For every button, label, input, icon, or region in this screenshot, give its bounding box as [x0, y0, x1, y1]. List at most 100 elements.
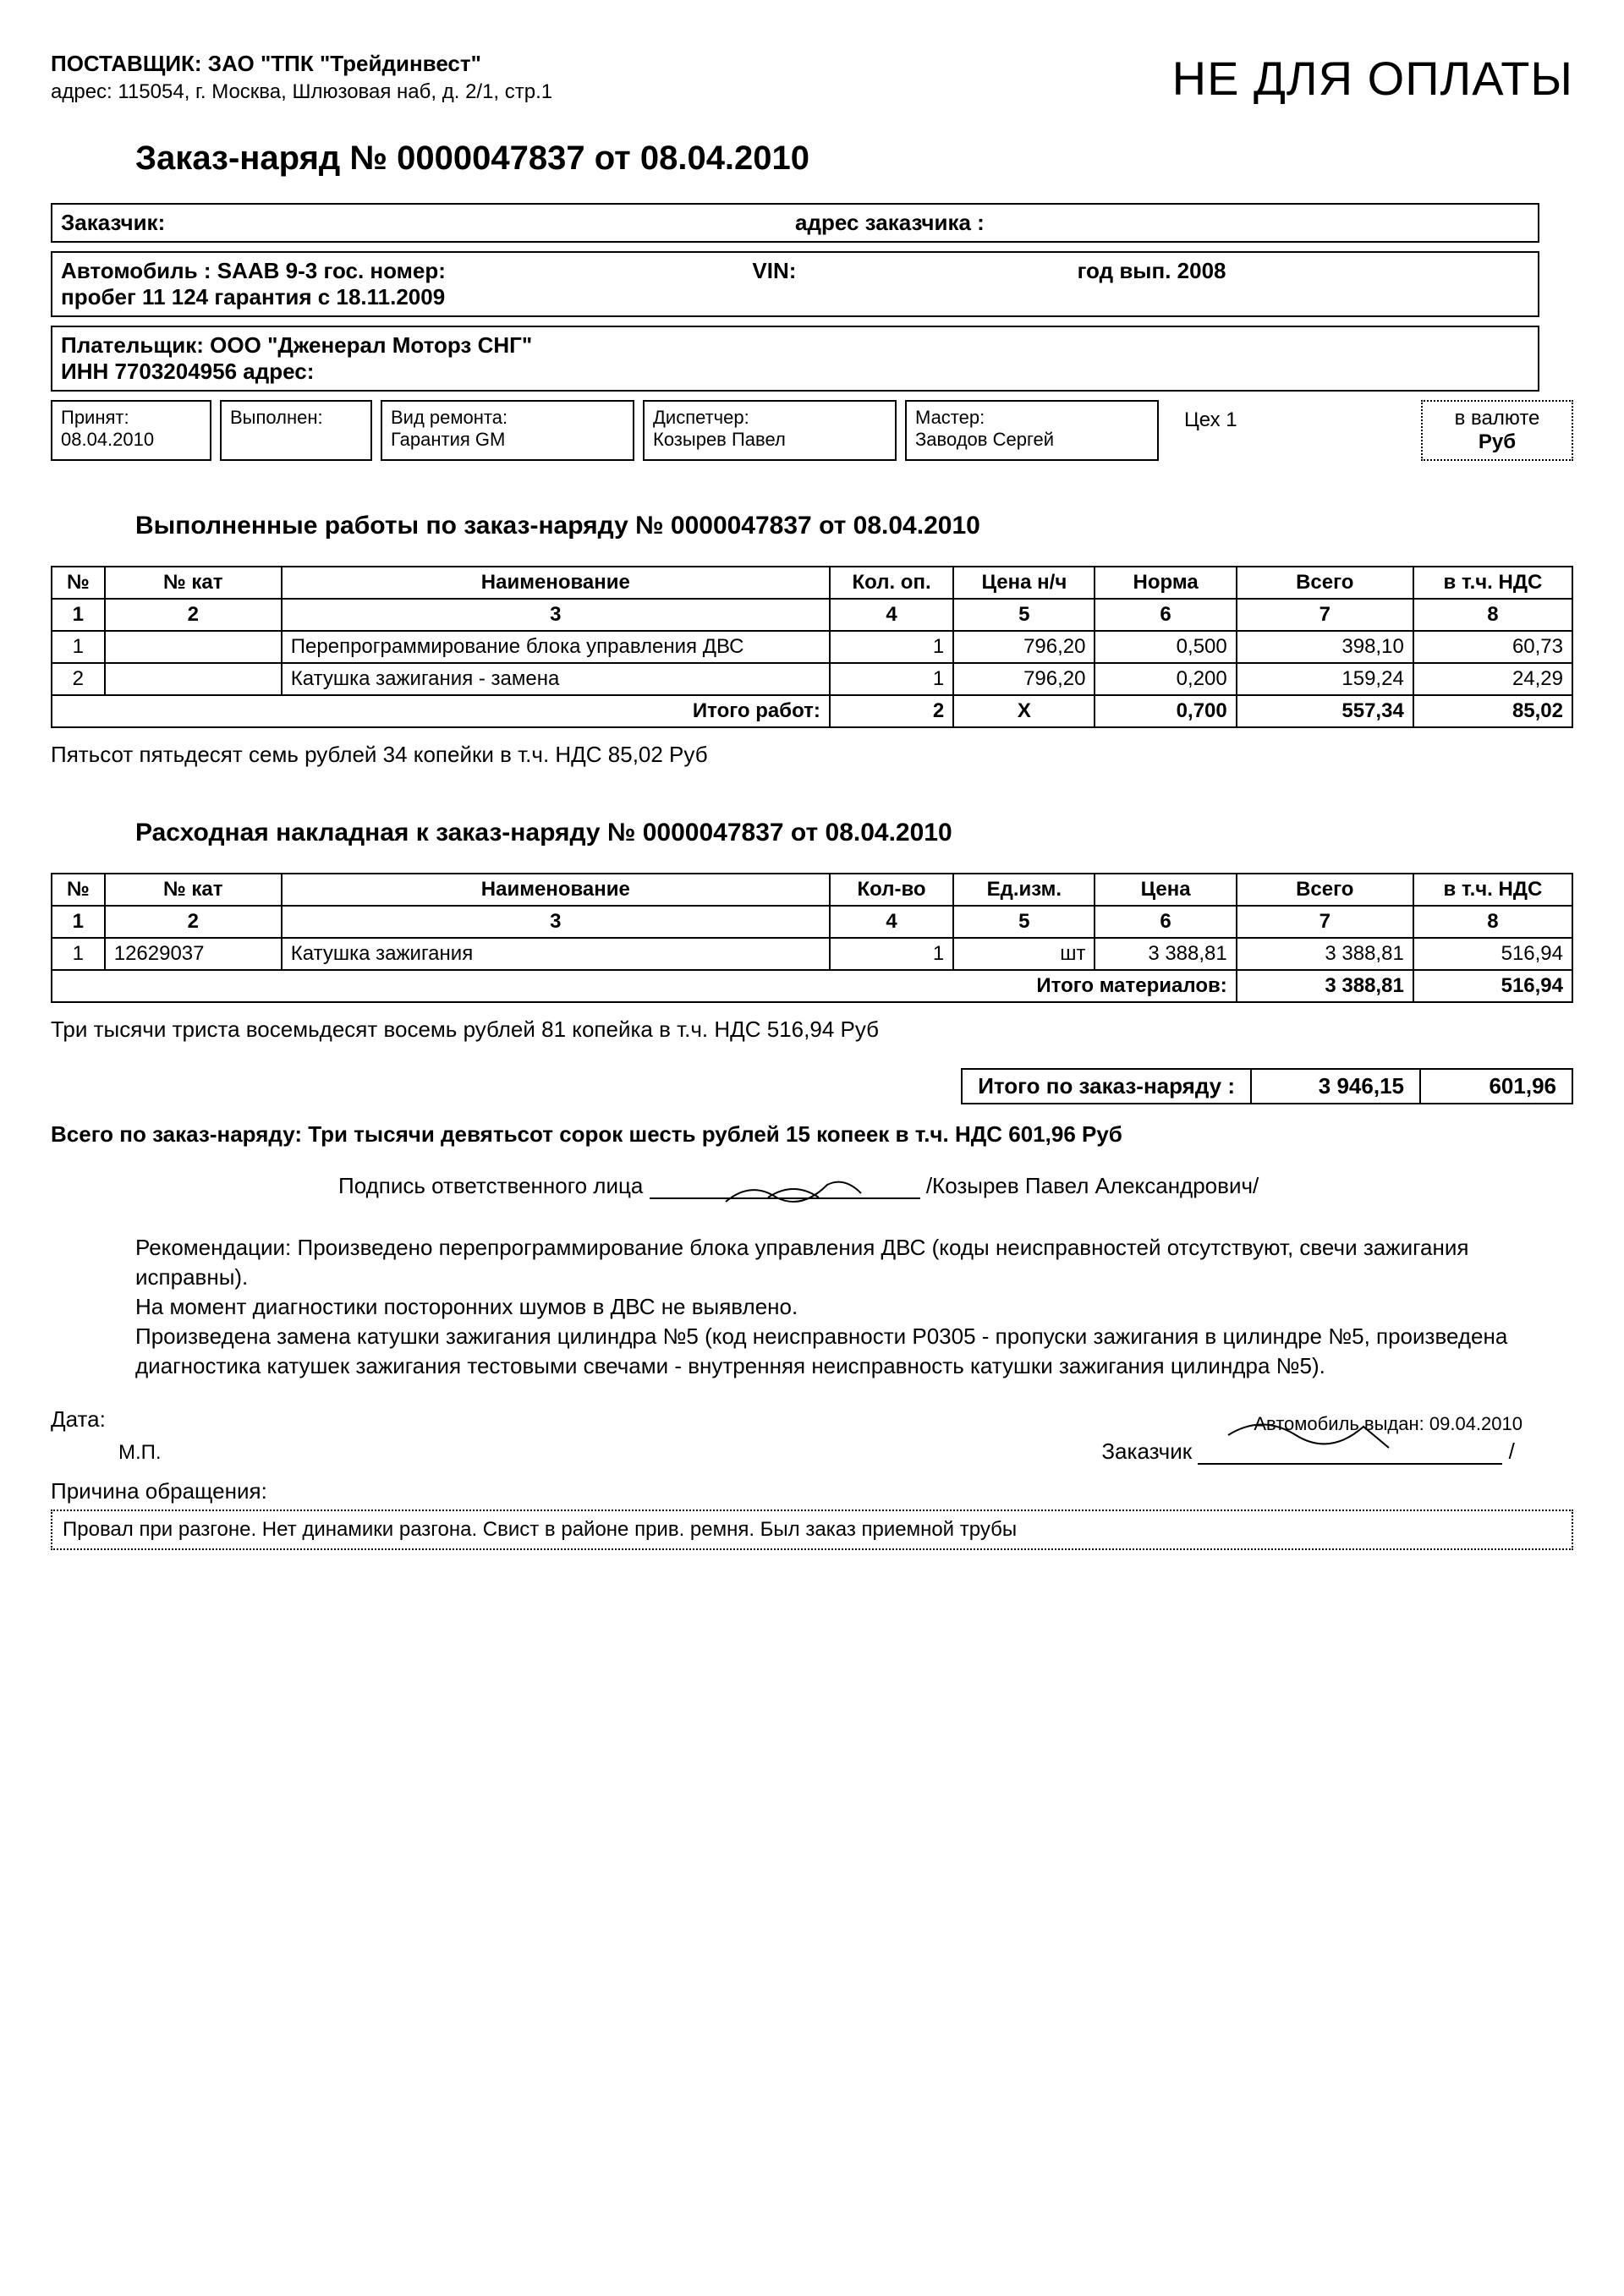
mp-label: М.П.: [118, 1441, 162, 1465]
supplier-label: ПОСТАВЩИК:: [51, 51, 202, 76]
materials-table: №№ катНаименованиеКол-воЕд.изм.ЦенаВсего…: [51, 873, 1573, 1003]
accepted-label: Принят:: [61, 407, 201, 429]
materials-title: Расходная накладная к заказ-наряду № 000…: [135, 819, 1573, 847]
works-header-cell: № кат: [105, 567, 282, 599]
date-label: Дата:: [51, 1406, 162, 1433]
works-header-cell: Цена н/ч: [953, 567, 1095, 599]
vehicle-box: Автомобиль : SAAB 9-3 гос. номер: VIN: г…: [51, 251, 1539, 317]
materials-total-cell: 3 388,81: [1237, 970, 1413, 1002]
supplier-address: адрес: 115054, г. Москва, Шлюзовая наб, …: [51, 80, 552, 104]
done-cell: Выполнен:: [220, 400, 372, 461]
grand-vat-value: 601,96: [1420, 1069, 1572, 1104]
signature-icon: [717, 1172, 870, 1214]
materials-amount-words: Три тысячи триста восемьдесят восемь руб…: [51, 1016, 1573, 1043]
not-for-payment-watermark: НЕ ДЛЯ ОПЛАТЫ: [1172, 51, 1573, 106]
works-header-cell: Норма: [1095, 567, 1236, 599]
works-cell: 159,24: [1237, 663, 1413, 695]
supplier-name: ЗАО "ТПК "Трейдинвест": [208, 51, 481, 76]
works-cell: 60,73: [1413, 631, 1572, 663]
dispatcher-cell: Диспетчер: Козырев Павел: [643, 400, 897, 461]
vehicle-mileage: пробег 11 124 гарантия с 18.11.2009: [61, 284, 1529, 310]
colnum-cell: 7: [1237, 599, 1413, 631]
repair-value: Гарантия GM: [391, 429, 624, 451]
recs-text2: На момент диагностики посторонних шумов …: [135, 1294, 798, 1319]
colnum-cell: 8: [1413, 906, 1572, 938]
footer-row: Дата: М.П. Автомобиль выдан: 09.04.2010 …: [51, 1406, 1522, 1465]
colnum-cell: 3: [282, 906, 830, 938]
works-total-cell: X: [953, 695, 1095, 727]
works-cell: 1: [830, 663, 953, 695]
works-cell: 0,200: [1095, 663, 1236, 695]
works-table: №№ катНаименованиеКол. оп.Цена н/чНормаВ…: [51, 566, 1573, 728]
recs-text1: Произведено перепрограммирование блока у…: [135, 1235, 1468, 1290]
materials-cell: 1: [830, 938, 953, 970]
works-cell: 1: [52, 631, 105, 663]
materials-header-cell: в т.ч. НДС: [1413, 874, 1572, 906]
materials-cell: 1: [52, 938, 105, 970]
colnum-cell: 4: [830, 906, 953, 938]
works-cell: 398,10: [1237, 631, 1413, 663]
materials-total-label: Итого материалов:: [52, 970, 1237, 1002]
works-header-cell: Кол. оп.: [830, 567, 953, 599]
materials-cell: шт: [953, 938, 1095, 970]
supplier-address-label: адрес:: [51, 80, 112, 103]
works-header-cell: Всего: [1237, 567, 1413, 599]
works-total-cell: 0,700: [1095, 695, 1236, 727]
works-total-cell: 85,02: [1413, 695, 1572, 727]
payer-box: Плательщик: ООО "Дженерал Моторз СНГ" ИН…: [51, 326, 1539, 392]
accepted-cell: Принят: 08.04.2010: [51, 400, 211, 461]
works-total-cell: 2: [830, 695, 953, 727]
works-total-label: Итого работ:: [52, 695, 830, 727]
colnum-cell: 4: [830, 599, 953, 631]
materials-cell: 3 388,81: [1237, 938, 1413, 970]
signature-label: Подпись ответственного лица: [338, 1173, 643, 1198]
works-cell: [105, 631, 282, 663]
works-cell: 1: [830, 631, 953, 663]
signature-blank: [650, 1197, 920, 1199]
works-header-cell: Наименование: [282, 567, 830, 599]
customer-address-label: адрес заказчика :: [795, 210, 1529, 236]
supplier-block: ПОСТАВЩИК: ЗАО "ТПК "Трейдинвест" адрес:…: [51, 51, 552, 104]
document-title: Заказ-наряд № 0000047837 от 08.04.2010: [135, 140, 1573, 178]
currency-label: в валюте: [1435, 407, 1560, 430]
dispatcher-label: Диспетчер:: [653, 407, 886, 429]
colnum-cell: 7: [1237, 906, 1413, 938]
works-cell: 0,500: [1095, 631, 1236, 663]
works-cell: [105, 663, 282, 695]
master-cell: Мастер: Заводов Сергей: [905, 400, 1159, 461]
materials-cell: 516,94: [1413, 938, 1572, 970]
vehicle-model: Автомобиль : SAAB 9-3 гос. номер:: [61, 258, 640, 284]
works-cell: Перепрограммирование блока управления ДВ…: [282, 631, 830, 663]
works-total-cell: 557,34: [1237, 695, 1413, 727]
done-label: Выполнен:: [230, 407, 362, 429]
recs-text3: Произведена замена катушки зажигания цил…: [135, 1323, 1507, 1378]
works-amount-words: Пятьсот пятьдесят семь рублей 34 копейки…: [51, 742, 1573, 768]
recs-label: Рекомендации:: [135, 1235, 291, 1260]
supplier-line: ПОСТАВЩИК: ЗАО "ТПК "Трейдинвест": [51, 51, 552, 77]
materials-total-cell: 516,94: [1413, 970, 1572, 1002]
materials-cell: Катушка зажигания: [282, 938, 830, 970]
materials-header-cell: Кол-во: [830, 874, 953, 906]
grand-total-label: Итого по заказ-наряду :: [962, 1069, 1251, 1104]
grand-summary: Всего по заказ-наряду: Три тысячи девять…: [51, 1121, 1573, 1148]
colnum-cell: 1: [52, 599, 105, 631]
works-header-cell: в т.ч. НДС: [1413, 567, 1572, 599]
repair-type-cell: Вид ремонта: Гарантия GM: [381, 400, 634, 461]
materials-row: 112629037Катушка зажигания1шт3 388,813 3…: [52, 938, 1572, 970]
works-header-row: №№ катНаименованиеКол. оп.Цена н/чНормаВ…: [52, 567, 1572, 599]
issued-line: Автомобиль выдан: 09.04.2010: [1254, 1413, 1522, 1435]
works-header-cell: №: [52, 567, 105, 599]
materials-total-row: Итого материалов:3 388,81516,94: [52, 970, 1572, 1002]
status-row: Принят: 08.04.2010 Выполнен: Вид ремонта…: [51, 400, 1573, 461]
works-total-row: Итого работ:2X0,700557,3485,02: [52, 695, 1572, 727]
works-cell: 796,20: [953, 663, 1095, 695]
colnum-cell: 3: [282, 599, 830, 631]
colnum-cell: 8: [1413, 599, 1572, 631]
signature-line: Подпись ответственного лица /Козырев Пав…: [338, 1173, 1573, 1199]
reason-box: Провал при разгоне. Нет динамики разгона…: [51, 1510, 1573, 1550]
colnum-cell: 5: [953, 906, 1095, 938]
repair-label: Вид ремонта:: [391, 407, 624, 429]
works-colnum-row: 12345678: [52, 599, 1572, 631]
materials-cell: 3 388,81: [1095, 938, 1236, 970]
works-title: Выполненные работы по заказ-наряду № 000…: [135, 512, 1573, 540]
